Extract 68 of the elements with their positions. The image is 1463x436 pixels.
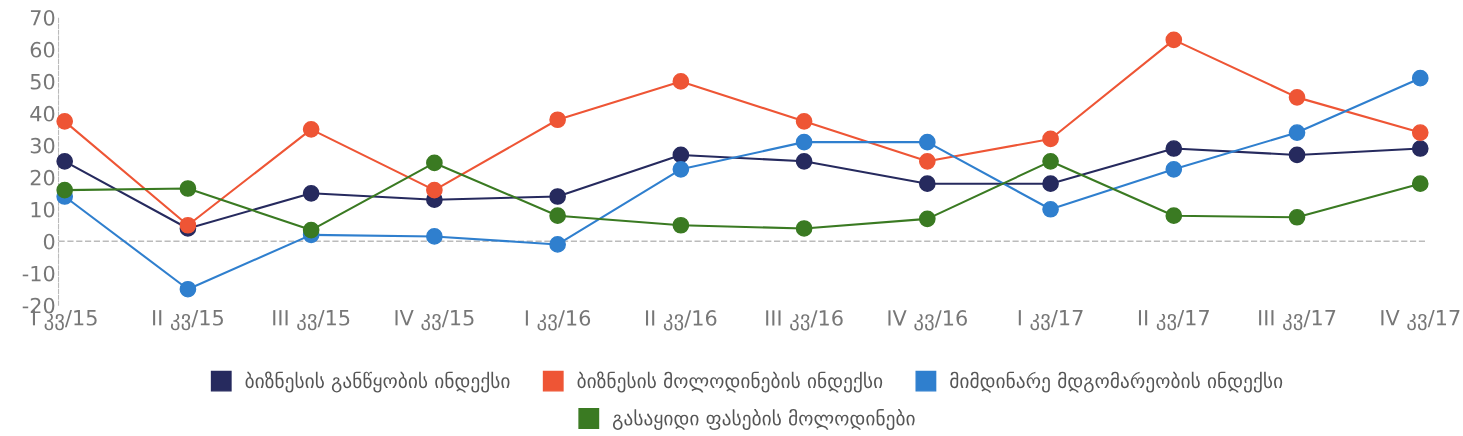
point <box>918 210 936 228</box>
point <box>672 146 690 164</box>
point <box>795 133 813 151</box>
point <box>302 184 320 202</box>
x-tick-label: II კვ/16 <box>646 310 717 331</box>
point <box>549 111 566 129</box>
x-tick-label: I კვ/16 <box>525 310 591 331</box>
x-tick-label: II კვ/15 <box>153 310 223 331</box>
y-tick-label: 60 <box>30 41 55 58</box>
point <box>672 216 690 234</box>
legend-label: მიმდინარე მდგომარეობის ინდექსი <box>950 371 1283 393</box>
point <box>56 152 74 170</box>
point <box>795 152 813 170</box>
x-tick-label: III კვ/16 <box>766 310 843 331</box>
point <box>1411 124 1429 141</box>
y-tick-label: 20 <box>30 169 55 186</box>
point <box>56 181 74 199</box>
point <box>1165 160 1183 178</box>
x-tick-label: III კვ/15 <box>273 310 350 331</box>
y-tick-label: 0 <box>43 233 55 250</box>
point <box>426 154 443 172</box>
point <box>1042 152 1059 170</box>
legend-label: ბიზნესის მოლოდინების ინდექსი <box>577 371 883 393</box>
point <box>918 133 936 151</box>
point <box>549 207 566 225</box>
point <box>1042 175 1059 193</box>
point <box>1165 31 1183 49</box>
point <box>426 228 443 245</box>
y-tick-label: 50 <box>30 73 55 90</box>
point <box>1042 130 1059 148</box>
legend-label: ბიზნესის განწყობის ინდექსი <box>245 371 510 393</box>
point <box>1411 175 1429 193</box>
legend-label: გასაყიდი ფასების მოლოდინები <box>612 409 915 430</box>
point <box>1288 208 1306 226</box>
x-tick-label: IV კვ/16 <box>888 310 967 331</box>
y-tick-label: 10 <box>31 201 55 218</box>
point <box>179 180 197 197</box>
point <box>918 175 936 193</box>
point <box>1165 207 1183 225</box>
y-tick-label: 40 <box>30 105 55 122</box>
x-tick-label: IV კვ/17 <box>1381 310 1460 331</box>
y-tick-label: 70 <box>30 9 55 26</box>
point <box>1288 146 1306 164</box>
point <box>1411 69 1429 87</box>
point <box>549 188 566 205</box>
point <box>302 221 320 239</box>
point <box>549 236 566 253</box>
point <box>1288 89 1306 106</box>
x-tick-label: I კვ/17 <box>1018 310 1083 331</box>
x-tick-label: IV კვ/15 <box>395 310 474 331</box>
y-tick-label: -10 <box>22 265 55 282</box>
x-tick-label: II კვ/17 <box>1138 310 1209 331</box>
point <box>179 216 197 234</box>
point <box>1288 124 1306 141</box>
point <box>1042 200 1059 218</box>
point <box>918 152 936 170</box>
point <box>426 181 443 199</box>
point <box>795 113 813 130</box>
point <box>1165 140 1183 157</box>
y-tick-label: 30 <box>30 137 55 154</box>
point <box>302 121 320 138</box>
x-tick-label: III კვ/17 <box>1259 310 1336 331</box>
point <box>672 160 690 178</box>
point <box>179 280 197 298</box>
point <box>795 220 813 237</box>
point <box>1411 140 1429 157</box>
point <box>56 113 74 130</box>
point <box>672 73 690 90</box>
